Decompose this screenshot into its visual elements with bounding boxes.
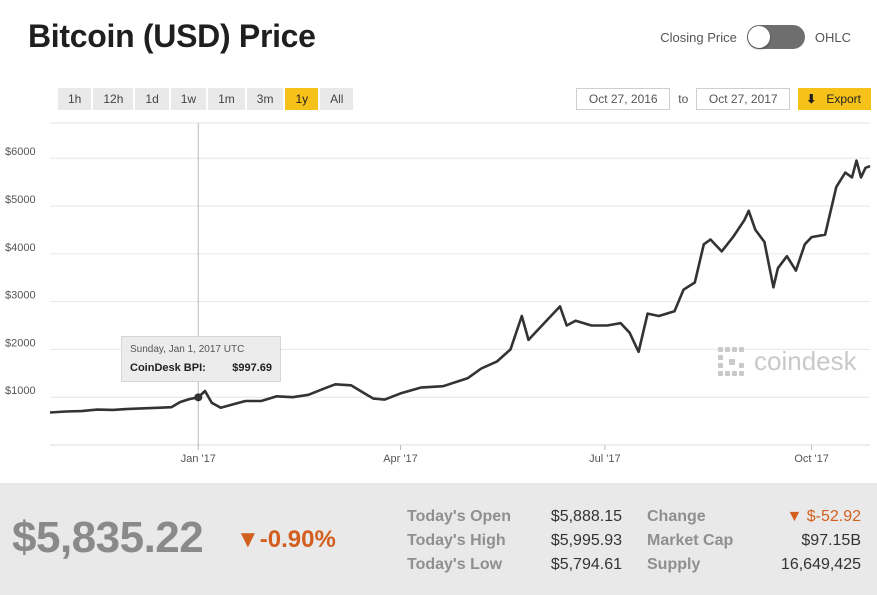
tooltip-label: CoinDesk BPI: xyxy=(130,362,206,374)
y-tick-label-6000: $6000 xyxy=(5,146,36,158)
date-range: to ⬇ Export xyxy=(576,88,871,110)
download-arrow-icon: ⬇ xyxy=(806,92,817,106)
current-price: $5,835.22 xyxy=(12,513,204,562)
to-label: to xyxy=(678,92,689,106)
change-value: ▼ $-52.92 xyxy=(760,508,861,526)
end-date-input[interactable] xyxy=(696,88,791,110)
x-tick-label-0: Jan '17 xyxy=(181,453,216,465)
y-tick-label-4000: $4000 xyxy=(5,242,36,254)
x-tick-label-2: Jul '17 xyxy=(589,453,620,465)
todays-low-value: $5,794.61 xyxy=(550,556,622,573)
change-down-icon: ▼ xyxy=(786,508,807,525)
change-percent-value: -0.90% xyxy=(259,526,336,553)
coindesk-logo-icon xyxy=(718,346,746,377)
change-label: Change xyxy=(647,508,706,525)
ohlc-label: OHLC xyxy=(814,29,851,45)
todays-open-value: $5,888.15 xyxy=(550,508,622,525)
down-triangle-icon: ▼ xyxy=(236,526,260,553)
price-change-percent: ▼-0.90% xyxy=(236,526,336,554)
closing-price-label: Closing Price xyxy=(660,29,737,45)
y-tick-label-5000: $5000 xyxy=(5,194,36,206)
range-1w-button[interactable]: 1w xyxy=(170,88,207,110)
range-1h-button[interactable]: 1h xyxy=(58,88,92,110)
price-stats-bar: $5,835.22 ▼-0.90% Today's Open $5,888.15… xyxy=(0,483,877,595)
chart-grid xyxy=(50,122,870,446)
range-all-button[interactable]: All xyxy=(320,88,354,110)
market-cap-value: $97.15B xyxy=(801,532,861,549)
y-tick-label-3000: $3000 xyxy=(5,290,36,302)
x-tick-label-1: Apr '17 xyxy=(383,453,418,465)
todays-low-label: Today's Low xyxy=(407,556,503,573)
x-axis-ticks: Jan '17 Apr '17 Jul '17 Oct '17 xyxy=(181,445,829,465)
price-mode-toggle: Closing Price OHLC xyxy=(660,25,851,49)
supply-label: Supply xyxy=(647,556,701,573)
range-1d-button[interactable]: 1d xyxy=(135,88,169,110)
start-date-input[interactable] xyxy=(576,88,671,110)
chart-tooltip: Sunday, Jan 1, 2017 UTC CoinDesk BPI: $9… xyxy=(121,336,281,382)
todays-open-label: Today's Open xyxy=(407,508,511,525)
tooltip-value: $997.69 xyxy=(232,362,272,374)
y-tick-label-1000: $1000 xyxy=(5,385,36,397)
todays-high-value: $5,995.93 xyxy=(550,532,622,549)
range-3m-button[interactable]: 3m xyxy=(246,88,284,110)
time-range-selector: 1h 12h 1d 1w 1m 3m 1y All xyxy=(58,88,354,110)
price-mode-switch[interactable] xyxy=(746,25,805,49)
range-1y-button[interactable]: 1y xyxy=(285,88,319,110)
range-12h-button[interactable]: 12h xyxy=(93,88,134,110)
todays-high-label: Today's High xyxy=(407,532,506,549)
y-axis-ticks: $1000 $2000 $3000 $4000 $5000 $6000 xyxy=(5,146,36,397)
supply-value: 16,649,425 xyxy=(780,556,861,573)
export-label: Export xyxy=(826,92,861,106)
price-chart[interactable]: $1000 $2000 $3000 $4000 $5000 $6000 Jan '17 Ap… xyxy=(0,120,877,483)
y-tick-label-2000: $2000 xyxy=(5,337,36,349)
highlight-point xyxy=(194,393,203,402)
switch-knob[interactable] xyxy=(747,26,770,48)
x-tick-label-3: Oct '17 xyxy=(794,453,829,465)
price-series-line xyxy=(49,159,871,414)
watermark-text: coindesk xyxy=(754,346,857,376)
page-title: Bitcoin (USD) Price xyxy=(28,18,316,54)
range-1m-button[interactable]: 1m xyxy=(208,88,245,110)
change-amount: $-52.92 xyxy=(806,508,861,525)
market-cap-label: Market Cap xyxy=(647,532,734,549)
tooltip-date: Sunday, Jan 1, 2017 UTC xyxy=(130,344,245,355)
export-button[interactable]: ⬇ Export xyxy=(798,88,871,110)
coindesk-watermark: coindesk xyxy=(718,346,857,377)
